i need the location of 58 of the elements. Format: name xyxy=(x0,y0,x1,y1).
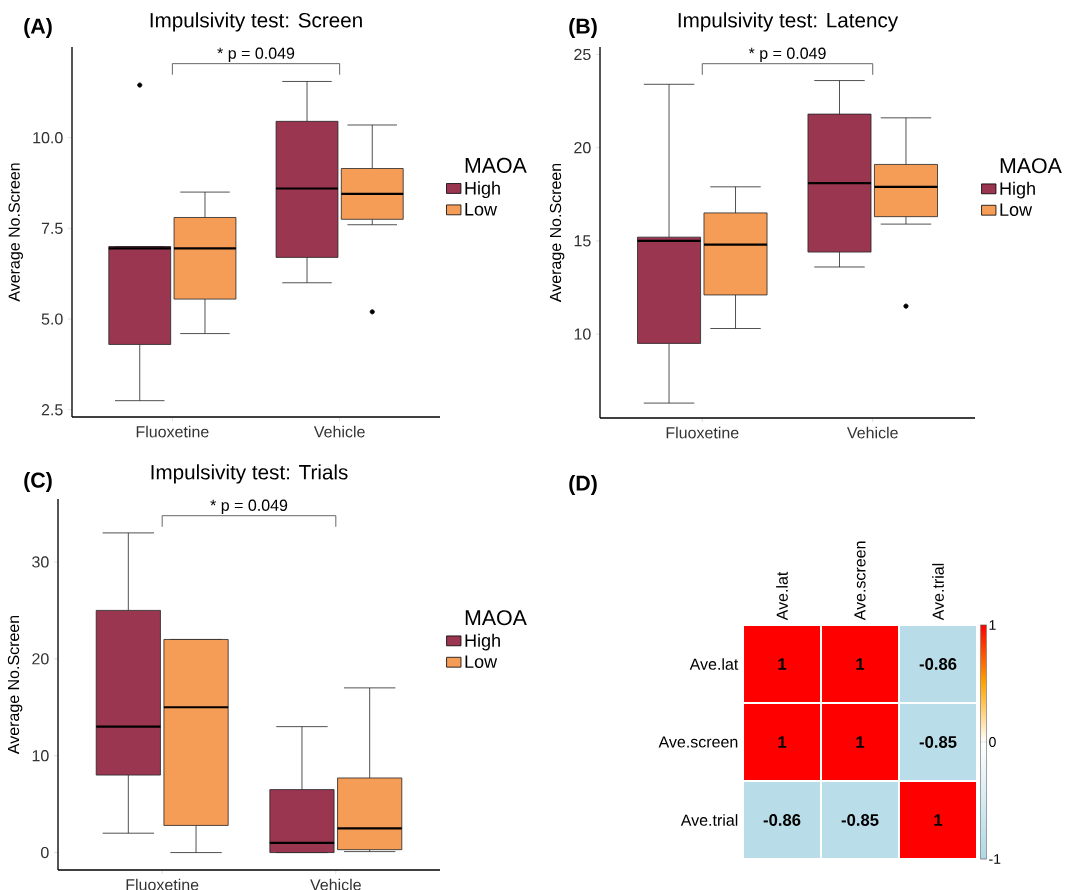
x-tick-label: Ave.lat xyxy=(776,571,788,621)
y-tick-label: 7.5 xyxy=(41,222,63,234)
chart-title: Impulsivity test: Screen xyxy=(150,12,362,32)
x-tick-label: Fluoxetine xyxy=(136,425,209,438)
text: (C) xyxy=(24,472,52,492)
chart-title: Impulsivity test: Latency xyxy=(678,12,899,32)
y-axis-title: Average No.Screen xyxy=(7,615,23,755)
color-bar-label: 1 xyxy=(989,620,996,630)
x-tick-label: Vehicle xyxy=(313,425,365,438)
legend-label: Low xyxy=(465,655,498,668)
y-tick-label: 5.0 xyxy=(41,313,63,325)
y-tick-label: 30 xyxy=(32,556,49,568)
y-tick-label: 2.5 xyxy=(41,404,63,416)
x-tick-label: Vehicle xyxy=(847,426,898,439)
y-tick-label: 25 xyxy=(574,48,591,61)
y-tick-label: Ave.trial xyxy=(680,814,738,826)
y-tick-label: 20 xyxy=(574,142,591,154)
x-tick-label: Ave.trial xyxy=(932,563,944,621)
y-axis-title: Average No.Screen xyxy=(8,163,23,302)
annotation: * p = 0.049 xyxy=(217,47,295,63)
y-tick-label: 20 xyxy=(32,653,49,665)
legend-label: High xyxy=(1000,181,1035,199)
data-label: -0.86 xyxy=(919,658,957,670)
text: (D) xyxy=(569,475,597,495)
data-label: -0.85 xyxy=(841,814,879,826)
data-label: 1 xyxy=(856,736,865,748)
y-tick-label: 10 xyxy=(574,328,591,340)
legend-title: MAOA xyxy=(465,610,527,626)
y-tick-label: 15 xyxy=(574,235,591,247)
annotation: * p = 0.049 xyxy=(210,499,288,515)
y-tick-label: Ave.lat xyxy=(689,658,739,670)
y-tick-label: 10 xyxy=(32,750,49,762)
y-axis-title: Average No.Screen xyxy=(549,163,565,303)
x-tick-label: Fluoxetine xyxy=(666,426,739,439)
data-label: 1 xyxy=(934,814,943,826)
legend-title: MAOA xyxy=(465,157,527,173)
data-label: -0.86 xyxy=(763,814,801,826)
data-label: 1 xyxy=(778,658,787,670)
x-tick-label: Vehicle xyxy=(310,878,361,890)
legend-label: Low xyxy=(465,203,498,216)
color-bar-label: -1 xyxy=(989,854,1001,864)
data-label: 1 xyxy=(778,736,787,748)
y-tick-label: Ave.screen xyxy=(658,736,738,748)
annotation: * p = 0.049 xyxy=(748,47,826,63)
legend-label: High xyxy=(465,181,500,199)
legend-label: High xyxy=(465,633,500,651)
legend-title: MAOA xyxy=(1000,158,1062,174)
data-label: -0.85 xyxy=(919,736,957,748)
legend-label: Low xyxy=(1000,203,1033,216)
chart-title: Impulsivity test: Trials xyxy=(151,464,348,484)
x-tick-label: Ave.screen xyxy=(854,541,866,621)
x-tick-label: Fluoxetine xyxy=(126,878,199,890)
color-bar-label: 0 xyxy=(989,737,996,747)
y-tick-label: 0 xyxy=(41,846,49,859)
y-tick-label: 10.0 xyxy=(33,132,63,144)
data-label: 1 xyxy=(856,658,865,670)
text: (A) xyxy=(24,18,52,38)
text: (B) xyxy=(569,18,597,38)
